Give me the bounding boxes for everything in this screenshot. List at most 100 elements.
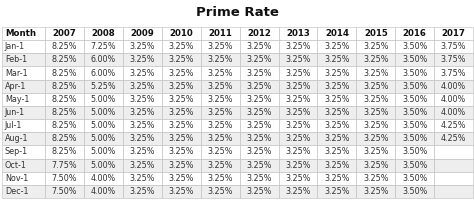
- Text: 3.25%: 3.25%: [324, 95, 350, 104]
- Text: Prime Rate: Prime Rate: [196, 6, 278, 19]
- Text: 3.25%: 3.25%: [129, 108, 155, 117]
- Text: 3.25%: 3.25%: [324, 121, 350, 130]
- Text: Aug-1: Aug-1: [5, 134, 28, 143]
- Text: 6.00%: 6.00%: [91, 69, 116, 78]
- Text: 3.25%: 3.25%: [208, 55, 233, 64]
- Text: Mar-1: Mar-1: [5, 69, 27, 78]
- Text: 3.25%: 3.25%: [168, 187, 194, 196]
- Text: 7.75%: 7.75%: [52, 161, 77, 170]
- Text: 3.25%: 3.25%: [363, 161, 389, 170]
- Text: 3.25%: 3.25%: [246, 187, 272, 196]
- Text: 8.25%: 8.25%: [52, 147, 77, 156]
- Text: 8.25%: 8.25%: [52, 55, 77, 64]
- Text: 3.75%: 3.75%: [441, 42, 466, 51]
- Text: 3.25%: 3.25%: [363, 42, 389, 51]
- Text: 3.25%: 3.25%: [285, 95, 311, 104]
- Text: 3.50%: 3.50%: [402, 187, 428, 196]
- Text: 3.25%: 3.25%: [208, 69, 233, 78]
- Text: 8.25%: 8.25%: [52, 134, 77, 143]
- Text: 3.25%: 3.25%: [208, 42, 233, 51]
- Text: 6.00%: 6.00%: [91, 55, 116, 64]
- Text: 3.50%: 3.50%: [402, 69, 428, 78]
- Text: 5.00%: 5.00%: [91, 121, 116, 130]
- Text: 3.50%: 3.50%: [402, 82, 428, 91]
- Text: 3.25%: 3.25%: [246, 134, 272, 143]
- Text: 3.50%: 3.50%: [402, 147, 428, 156]
- Text: 3.25%: 3.25%: [246, 95, 272, 104]
- Text: 3.25%: 3.25%: [246, 174, 272, 183]
- Text: 8.25%: 8.25%: [52, 108, 77, 117]
- Text: 3.25%: 3.25%: [129, 82, 155, 91]
- Text: Sep-1: Sep-1: [5, 147, 28, 156]
- Text: 2017: 2017: [442, 29, 465, 38]
- Text: 3.25%: 3.25%: [246, 55, 272, 64]
- Text: May-1: May-1: [5, 95, 29, 104]
- Text: 3.25%: 3.25%: [168, 121, 194, 130]
- Text: 3.25%: 3.25%: [129, 69, 155, 78]
- Text: 3.25%: 3.25%: [363, 134, 389, 143]
- Text: 3.25%: 3.25%: [129, 55, 155, 64]
- Text: 3.25%: 3.25%: [363, 108, 389, 117]
- Text: 3.25%: 3.25%: [285, 42, 311, 51]
- Text: 3.25%: 3.25%: [285, 82, 311, 91]
- Text: 5.25%: 5.25%: [91, 82, 116, 91]
- Text: 3.25%: 3.25%: [129, 134, 155, 143]
- Text: 3.25%: 3.25%: [208, 134, 233, 143]
- Text: 5.00%: 5.00%: [91, 161, 116, 170]
- Text: 3.50%: 3.50%: [402, 95, 428, 104]
- Text: 3.25%: 3.25%: [168, 55, 194, 64]
- Text: 5.00%: 5.00%: [91, 134, 116, 143]
- Text: 3.25%: 3.25%: [208, 108, 233, 117]
- Text: Jan-1: Jan-1: [5, 42, 25, 51]
- Text: 2010: 2010: [169, 29, 193, 38]
- Text: 3.25%: 3.25%: [285, 55, 311, 64]
- Text: 3.25%: 3.25%: [129, 95, 155, 104]
- Text: 3.25%: 3.25%: [129, 147, 155, 156]
- Text: 3.25%: 3.25%: [208, 174, 233, 183]
- Text: Jul-1: Jul-1: [5, 121, 22, 130]
- Text: 3.25%: 3.25%: [168, 95, 194, 104]
- Text: 8.25%: 8.25%: [52, 121, 77, 130]
- Text: 3.25%: 3.25%: [285, 174, 311, 183]
- Text: 2013: 2013: [286, 29, 310, 38]
- Text: Apr-1: Apr-1: [5, 82, 27, 91]
- Text: 4.00%: 4.00%: [91, 174, 116, 183]
- Text: 5.00%: 5.00%: [91, 147, 116, 156]
- Text: 3.25%: 3.25%: [168, 108, 194, 117]
- Text: 2009: 2009: [130, 29, 154, 38]
- Text: 4.00%: 4.00%: [441, 82, 466, 91]
- Text: 2015: 2015: [364, 29, 388, 38]
- Text: 3.25%: 3.25%: [129, 121, 155, 130]
- Text: 3.25%: 3.25%: [129, 161, 155, 170]
- Text: 3.25%: 3.25%: [129, 174, 155, 183]
- Text: 3.25%: 3.25%: [363, 69, 389, 78]
- Text: 3.75%: 3.75%: [441, 69, 466, 78]
- Text: 8.25%: 8.25%: [52, 42, 77, 51]
- Text: 3.25%: 3.25%: [324, 187, 350, 196]
- Text: Feb-1: Feb-1: [5, 55, 27, 64]
- Text: Month: Month: [5, 29, 36, 38]
- Text: Jun-1: Jun-1: [5, 108, 25, 117]
- Text: 3.25%: 3.25%: [324, 108, 350, 117]
- Text: 3.25%: 3.25%: [363, 82, 389, 91]
- Text: 3.25%: 3.25%: [208, 82, 233, 91]
- Text: 3.25%: 3.25%: [363, 95, 389, 104]
- Text: 3.25%: 3.25%: [168, 161, 194, 170]
- Text: 3.25%: 3.25%: [168, 42, 194, 51]
- Text: 3.25%: 3.25%: [129, 42, 155, 51]
- Text: 3.25%: 3.25%: [363, 121, 389, 130]
- Text: 3.25%: 3.25%: [246, 42, 272, 51]
- Text: 4.25%: 4.25%: [441, 134, 466, 143]
- Text: 3.25%: 3.25%: [324, 147, 350, 156]
- Text: 3.25%: 3.25%: [285, 121, 311, 130]
- Text: 5.00%: 5.00%: [91, 95, 116, 104]
- Text: 3.25%: 3.25%: [285, 187, 311, 196]
- Text: 3.25%: 3.25%: [285, 108, 311, 117]
- Text: 3.25%: 3.25%: [246, 108, 272, 117]
- Text: 3.25%: 3.25%: [208, 147, 233, 156]
- Text: 3.25%: 3.25%: [208, 121, 233, 130]
- Text: 3.25%: 3.25%: [246, 161, 272, 170]
- Text: 3.25%: 3.25%: [208, 187, 233, 196]
- Text: 3.25%: 3.25%: [168, 147, 194, 156]
- Text: 3.25%: 3.25%: [324, 82, 350, 91]
